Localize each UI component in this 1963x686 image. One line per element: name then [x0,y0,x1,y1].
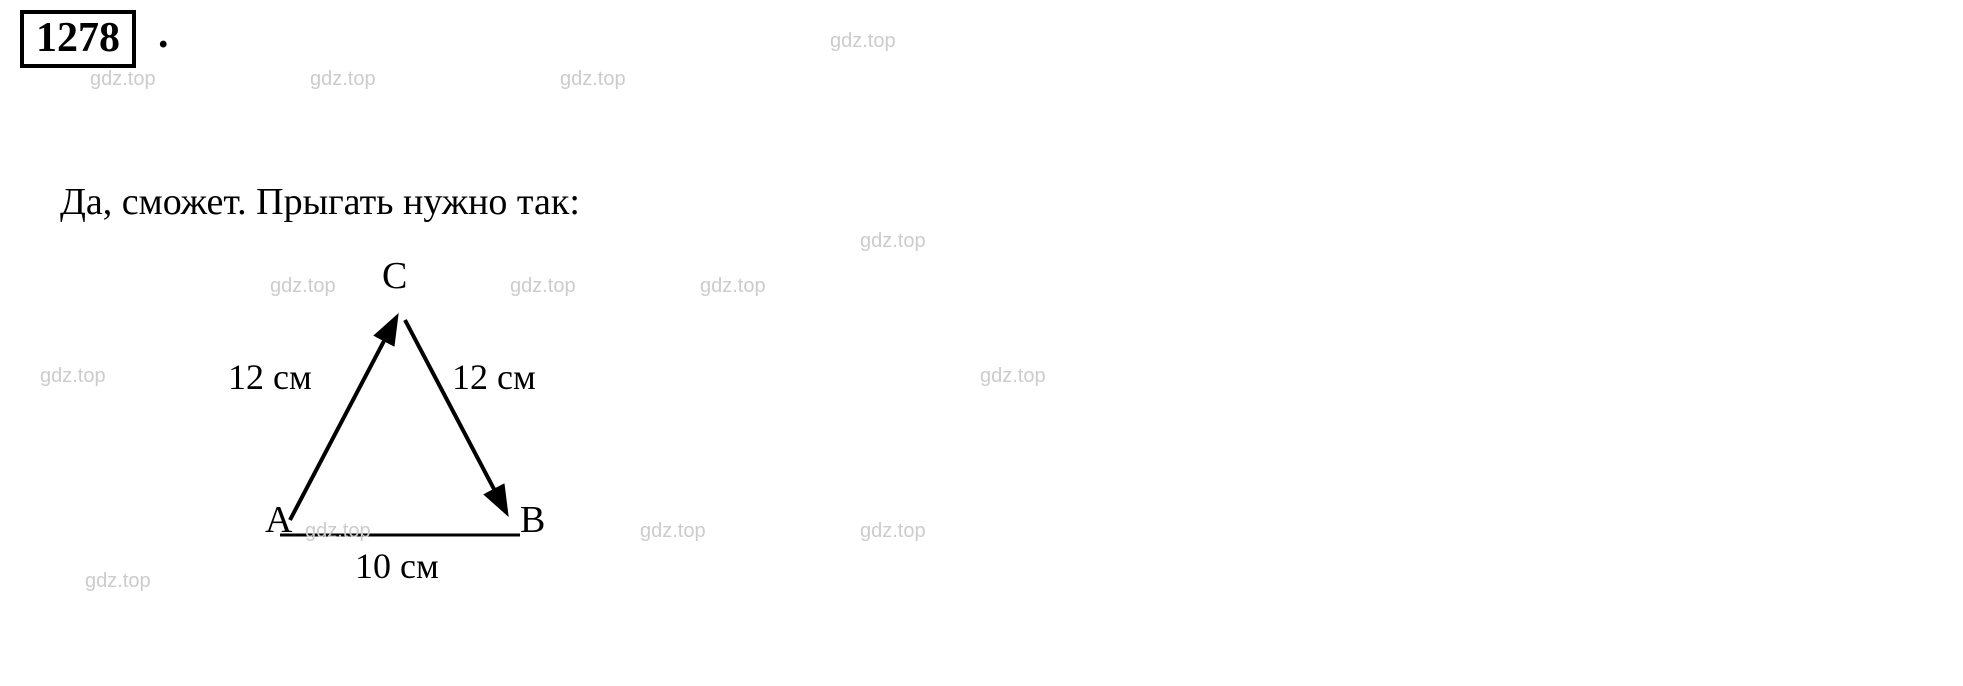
answer-text: Да, сможет. Прыгать нужно так: [60,180,580,224]
edge-ac-arrow [290,320,395,520]
watermark: gdz.top [40,365,106,388]
vertex-c-label: C [382,254,407,298]
watermark: gdz.top [860,230,926,253]
problem-number: 1278 [20,10,136,68]
problem-number-dot: . [158,10,169,58]
watermark: gdz.top [860,520,926,543]
vertex-b-label: B [520,498,545,542]
watermark: gdz.top [830,30,896,53]
edge-cb-arrow [405,320,505,510]
edge-ac-label: 12 см [228,356,312,398]
watermark: gdz.top [90,68,156,91]
problem-number-text: 1278 [36,15,120,61]
watermark: gdz.top [310,68,376,91]
triangle-diagram: A B C 12 см 12 см 10 см [220,260,600,580]
watermark: gdz.top [560,68,626,91]
watermark: gdz.top [640,520,706,543]
vertex-a-label: A [265,498,292,542]
edge-ab-label: 10 см [355,545,439,587]
edge-cb-label: 12 см [452,356,536,398]
watermark: gdz.top [700,275,766,298]
watermark: gdz.top [85,570,151,593]
watermark: gdz.top [980,365,1046,388]
